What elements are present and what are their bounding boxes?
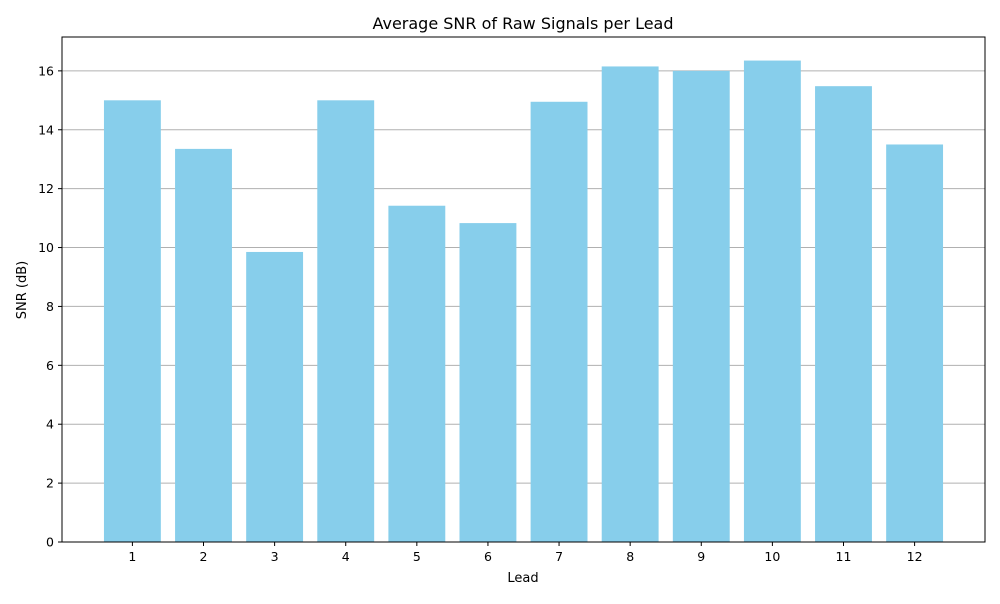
y-tick-label: 6 bbox=[46, 358, 54, 373]
x-tick-label: 2 bbox=[200, 549, 208, 564]
bar-lead-1 bbox=[103, 100, 161, 543]
y-tick-label: 0 bbox=[46, 535, 54, 550]
chart-title: Average SNR of Raw Signals per Lead bbox=[372, 14, 673, 33]
x-tick-label: 12 bbox=[907, 549, 923, 564]
x-axis-ticks: 1 2 3 4 5 6 7 8 9 10 11 12 bbox=[128, 542, 923, 564]
axes bbox=[61, 36, 986, 543]
bar-lead-8 bbox=[601, 66, 659, 542]
bar-lead-3 bbox=[246, 251, 304, 542]
bar-lead-5 bbox=[388, 205, 446, 542]
x-tick-label: 3 bbox=[271, 549, 279, 564]
y-tick-label: 16 bbox=[38, 63, 54, 78]
y-axis-label: SNR (dB) bbox=[15, 261, 30, 319]
bar-lead-11 bbox=[815, 86, 872, 542]
y-tick-label: 12 bbox=[38, 181, 54, 196]
x-tick-label: 1 bbox=[128, 549, 136, 564]
bar-lead-10 bbox=[743, 60, 801, 542]
y-tick-label: 2 bbox=[46, 476, 54, 491]
x-tick-label: 9 bbox=[697, 549, 705, 564]
x-tick-label: 5 bbox=[413, 549, 421, 564]
x-tick-label: 6 bbox=[484, 549, 492, 564]
bar-lead-2 bbox=[175, 148, 232, 542]
bar-lead-4 bbox=[317, 100, 375, 543]
x-tick-label: 7 bbox=[555, 549, 563, 564]
x-tick-label: 4 bbox=[342, 549, 350, 564]
x-tick-label: 11 bbox=[836, 549, 852, 564]
bar-lead-9 bbox=[672, 70, 730, 542]
bar-lead-6 bbox=[459, 223, 517, 542]
y-axis-ticks: 0 2 4 6 8 10 12 14 16 bbox=[38, 63, 62, 550]
x-axis-label: Lead bbox=[507, 571, 538, 586]
y-tick-label: 4 bbox=[46, 417, 54, 432]
x-tick-label: 8 bbox=[626, 549, 634, 564]
y-tick-label: 10 bbox=[38, 240, 54, 255]
plot-frame bbox=[61, 36, 986, 543]
bars bbox=[103, 60, 944, 543]
bar-lead-12 bbox=[886, 144, 944, 542]
y-tick-label: 8 bbox=[46, 299, 54, 314]
bar-lead-7 bbox=[530, 101, 588, 542]
x-tick-label: 10 bbox=[764, 549, 780, 564]
y-tick-label: 14 bbox=[38, 122, 54, 137]
